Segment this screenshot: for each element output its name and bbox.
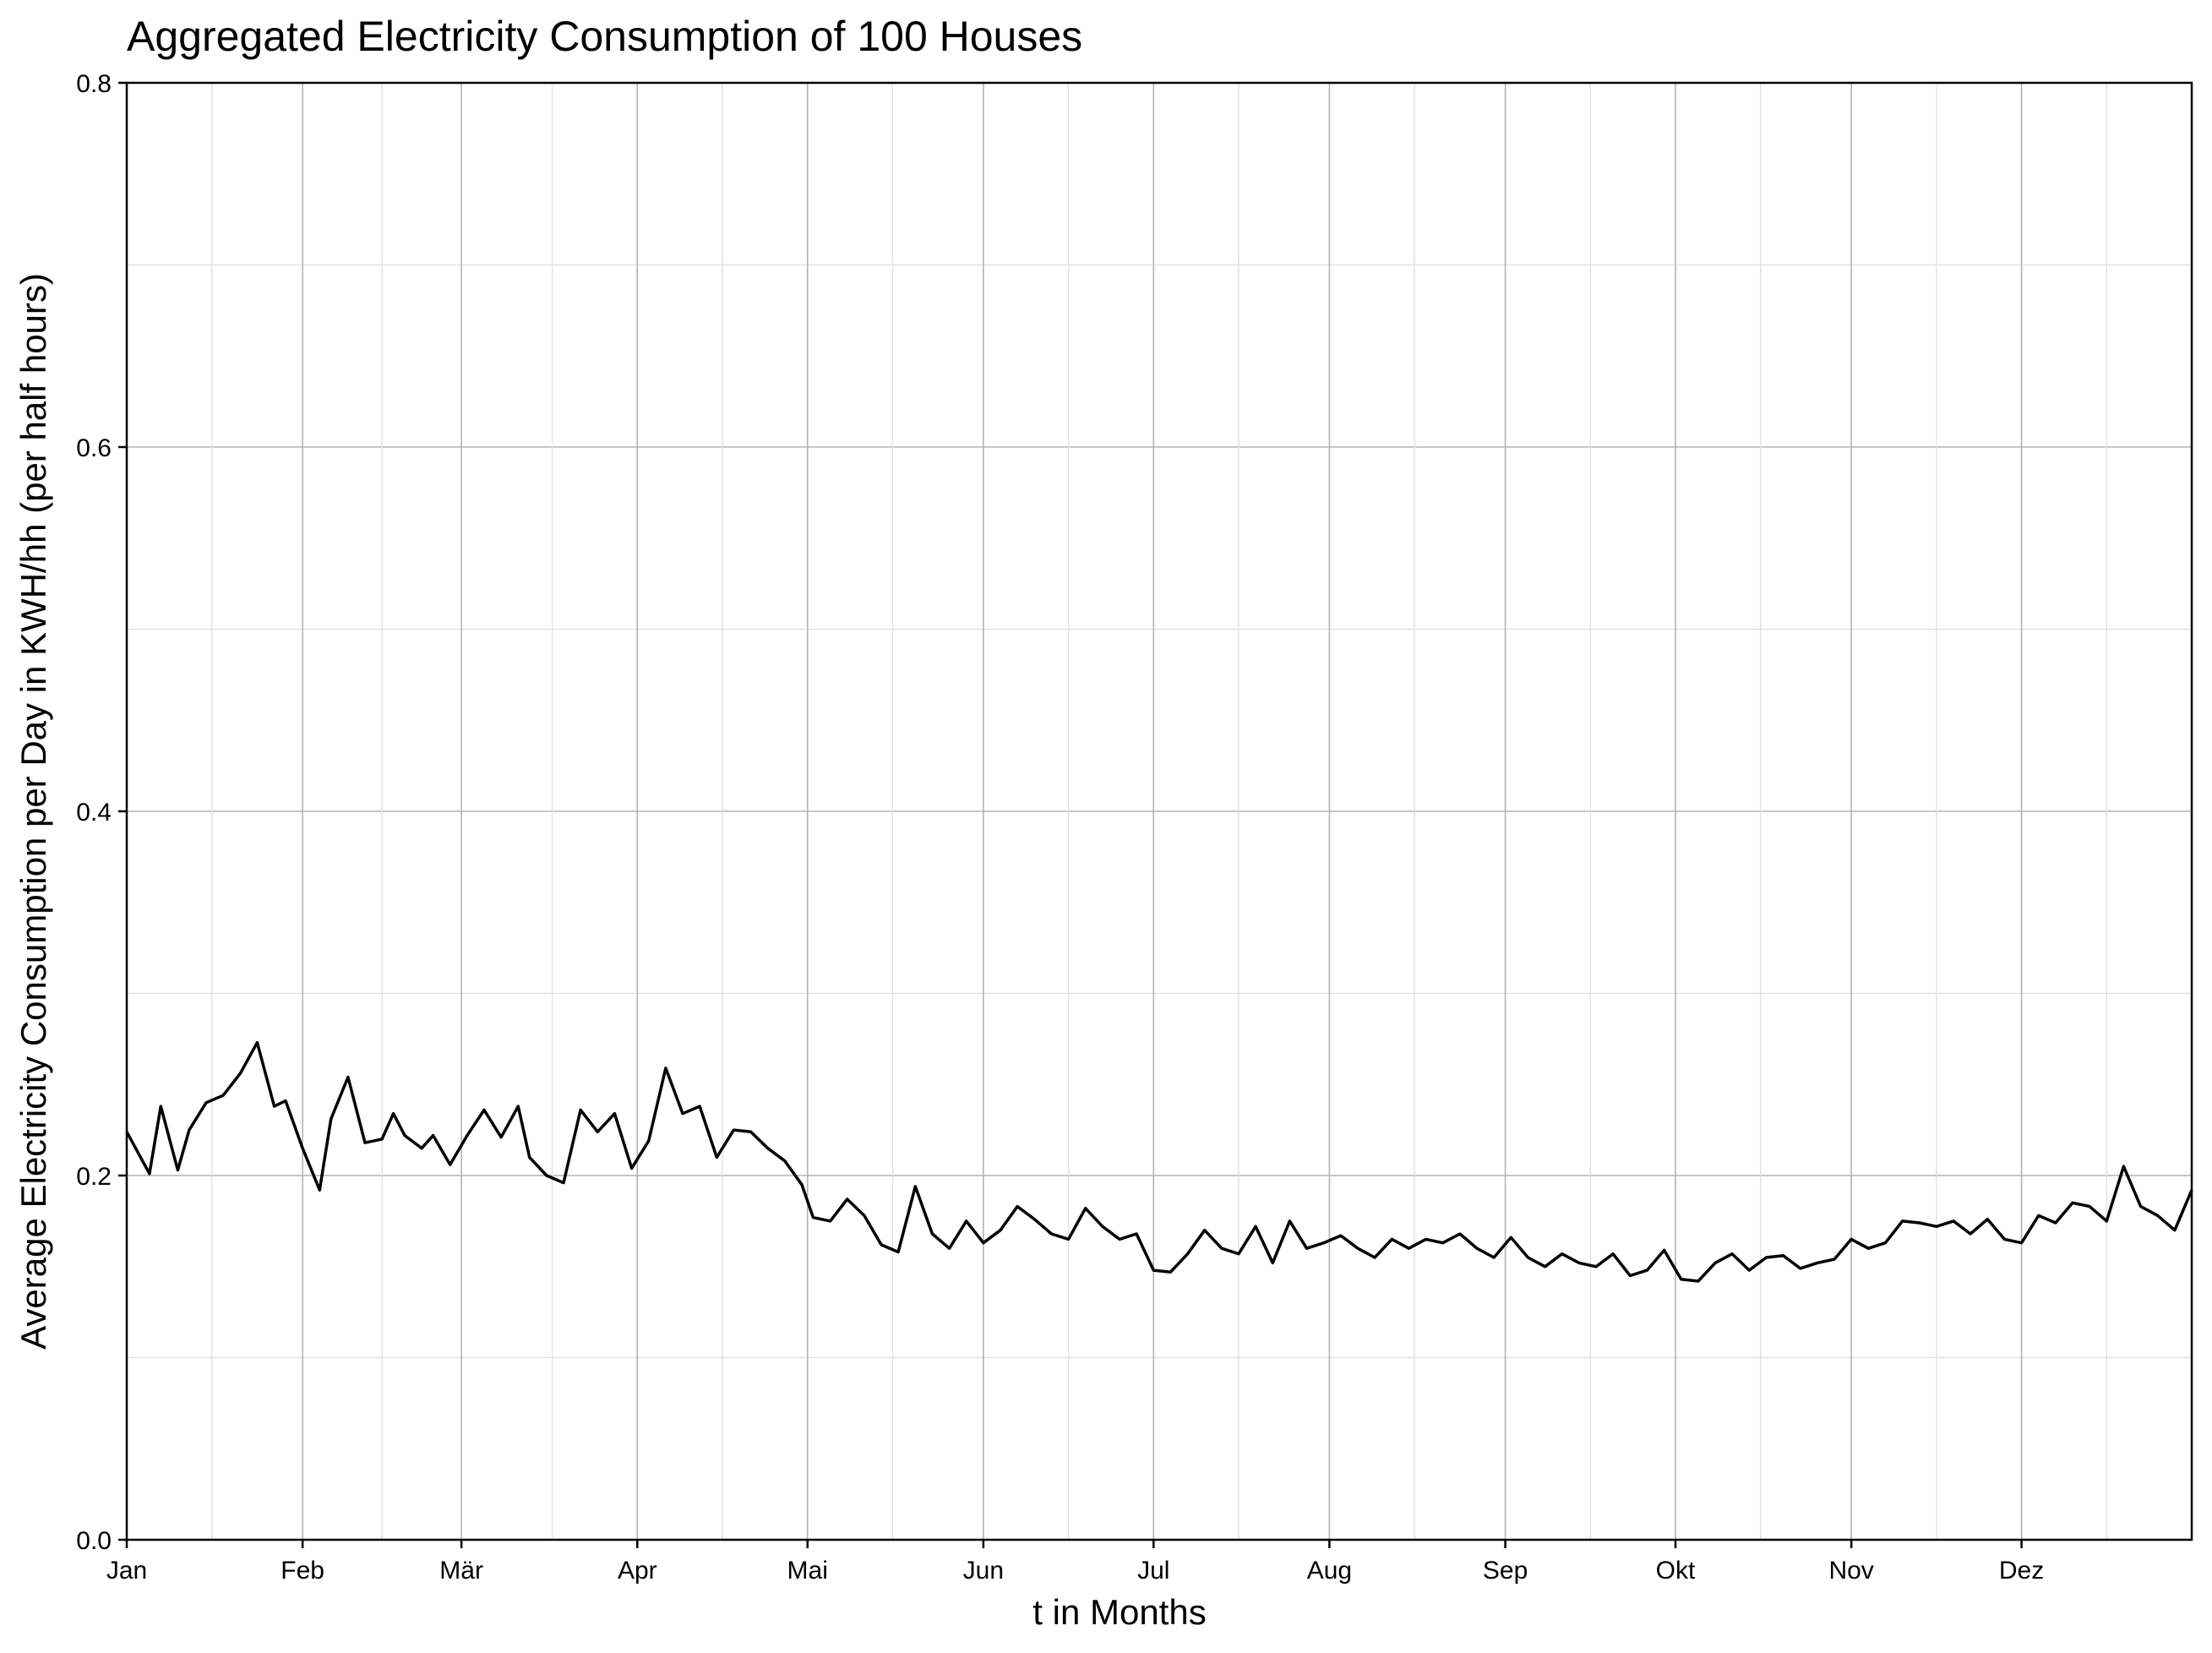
x-tick-label: Jun [963, 1557, 1004, 1585]
x-tick-label: Nov [1828, 1557, 1873, 1585]
x-tick-label: Jul [1137, 1557, 1169, 1585]
x-tick-label: Mär [439, 1557, 483, 1585]
axis-ticks: 0.0 0.2 0.4 0.6 0.8 Jan Feb Mär Apr Mai Jun Jul Aug S… [76, 70, 2044, 1585]
grid [126, 82, 2192, 1541]
x-tick-label: Okt [1656, 1557, 1696, 1585]
x-tick-label: Sep [1483, 1557, 1528, 1585]
x-tick-label: Apr [618, 1557, 657, 1585]
y-tick-label: 0.0 [76, 1527, 112, 1555]
y-axis-label: Average Electricity Consumption per Day … [14, 273, 53, 1350]
y-tick-label: 0.4 [76, 799, 112, 826]
data-layer [125, 1040, 2193, 1283]
y-tick-label: 0.8 [76, 70, 112, 98]
x-tick-label: Mai [787, 1557, 828, 1585]
x-tick-label: Jan [106, 1557, 147, 1585]
y-tick-label: 0.2 [76, 1163, 112, 1191]
y-tick-label: 0.6 [76, 434, 112, 462]
x-tick-label: Aug [1307, 1557, 1352, 1585]
x-axis-label: t in Months [1032, 1592, 1206, 1632]
x-tick-label: Feb [281, 1557, 324, 1585]
x-tick-label: Dez [1999, 1557, 2044, 1585]
series-line [125, 1040, 2193, 1283]
chart-title: Aggregated Electricity Consumption of 10… [127, 13, 1082, 60]
